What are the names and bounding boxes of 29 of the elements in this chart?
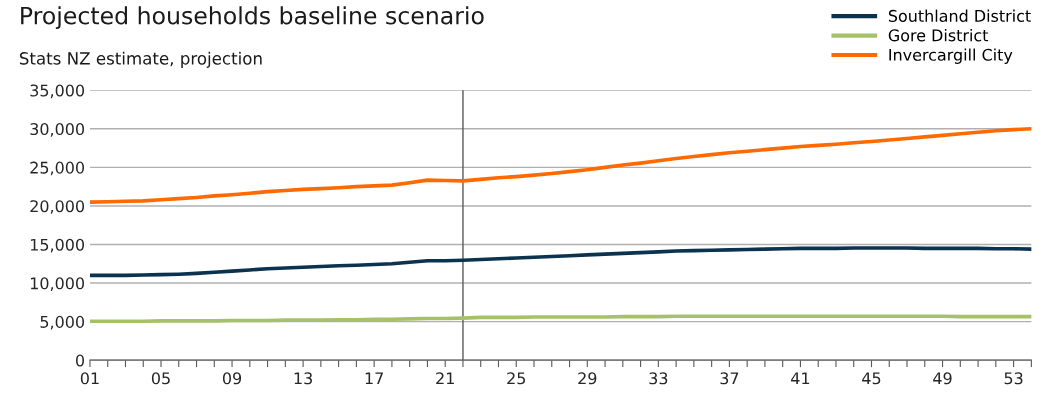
y-tick-label: 35,000: [30, 84, 85, 99]
x-tick-label: 17: [365, 372, 383, 385]
x-tick-label: 25: [507, 372, 526, 385]
x-tick-label: 29: [578, 372, 597, 385]
line-series: [89, 127, 1032, 204]
y-tick-label: 5,000: [40, 315, 85, 330]
x-tick-label: 45: [862, 372, 881, 385]
legend-label: Invercargill City: [889, 48, 1013, 64]
x-tick-label: 13: [294, 372, 312, 385]
y-tick-label: 30,000: [30, 123, 85, 137]
x-tick-label: 33: [649, 372, 668, 385]
y-tick-label: 25,000: [30, 161, 85, 176]
line-series: [89, 246, 1032, 278]
x-tick-label: 37: [720, 372, 739, 385]
x-tick-label: 21: [436, 372, 454, 385]
x-tick-label: 01: [80, 372, 99, 385]
chart-title: Projected households baseline scenario: [21, 6, 484, 30]
chart-subtitle: Stats NZ estimate, projection: [19, 51, 262, 68]
legend-label: Southland District: [888, 9, 1031, 22]
legend-label: Gore District: [888, 29, 989, 42]
y-tick-label: 20,000: [30, 200, 85, 214]
x-tick-label: 05: [151, 372, 170, 385]
y-tick-label: 10,000: [30, 277, 85, 291]
x-tick-label: 09: [222, 372, 242, 385]
y-tick-label: 0: [75, 354, 85, 367]
x-tick-label: 53: [1004, 372, 1023, 385]
x-tick-label: 41: [791, 372, 810, 385]
y-tick-label: 15,000: [30, 238, 85, 253]
x-tick-label: 49: [933, 372, 952, 385]
